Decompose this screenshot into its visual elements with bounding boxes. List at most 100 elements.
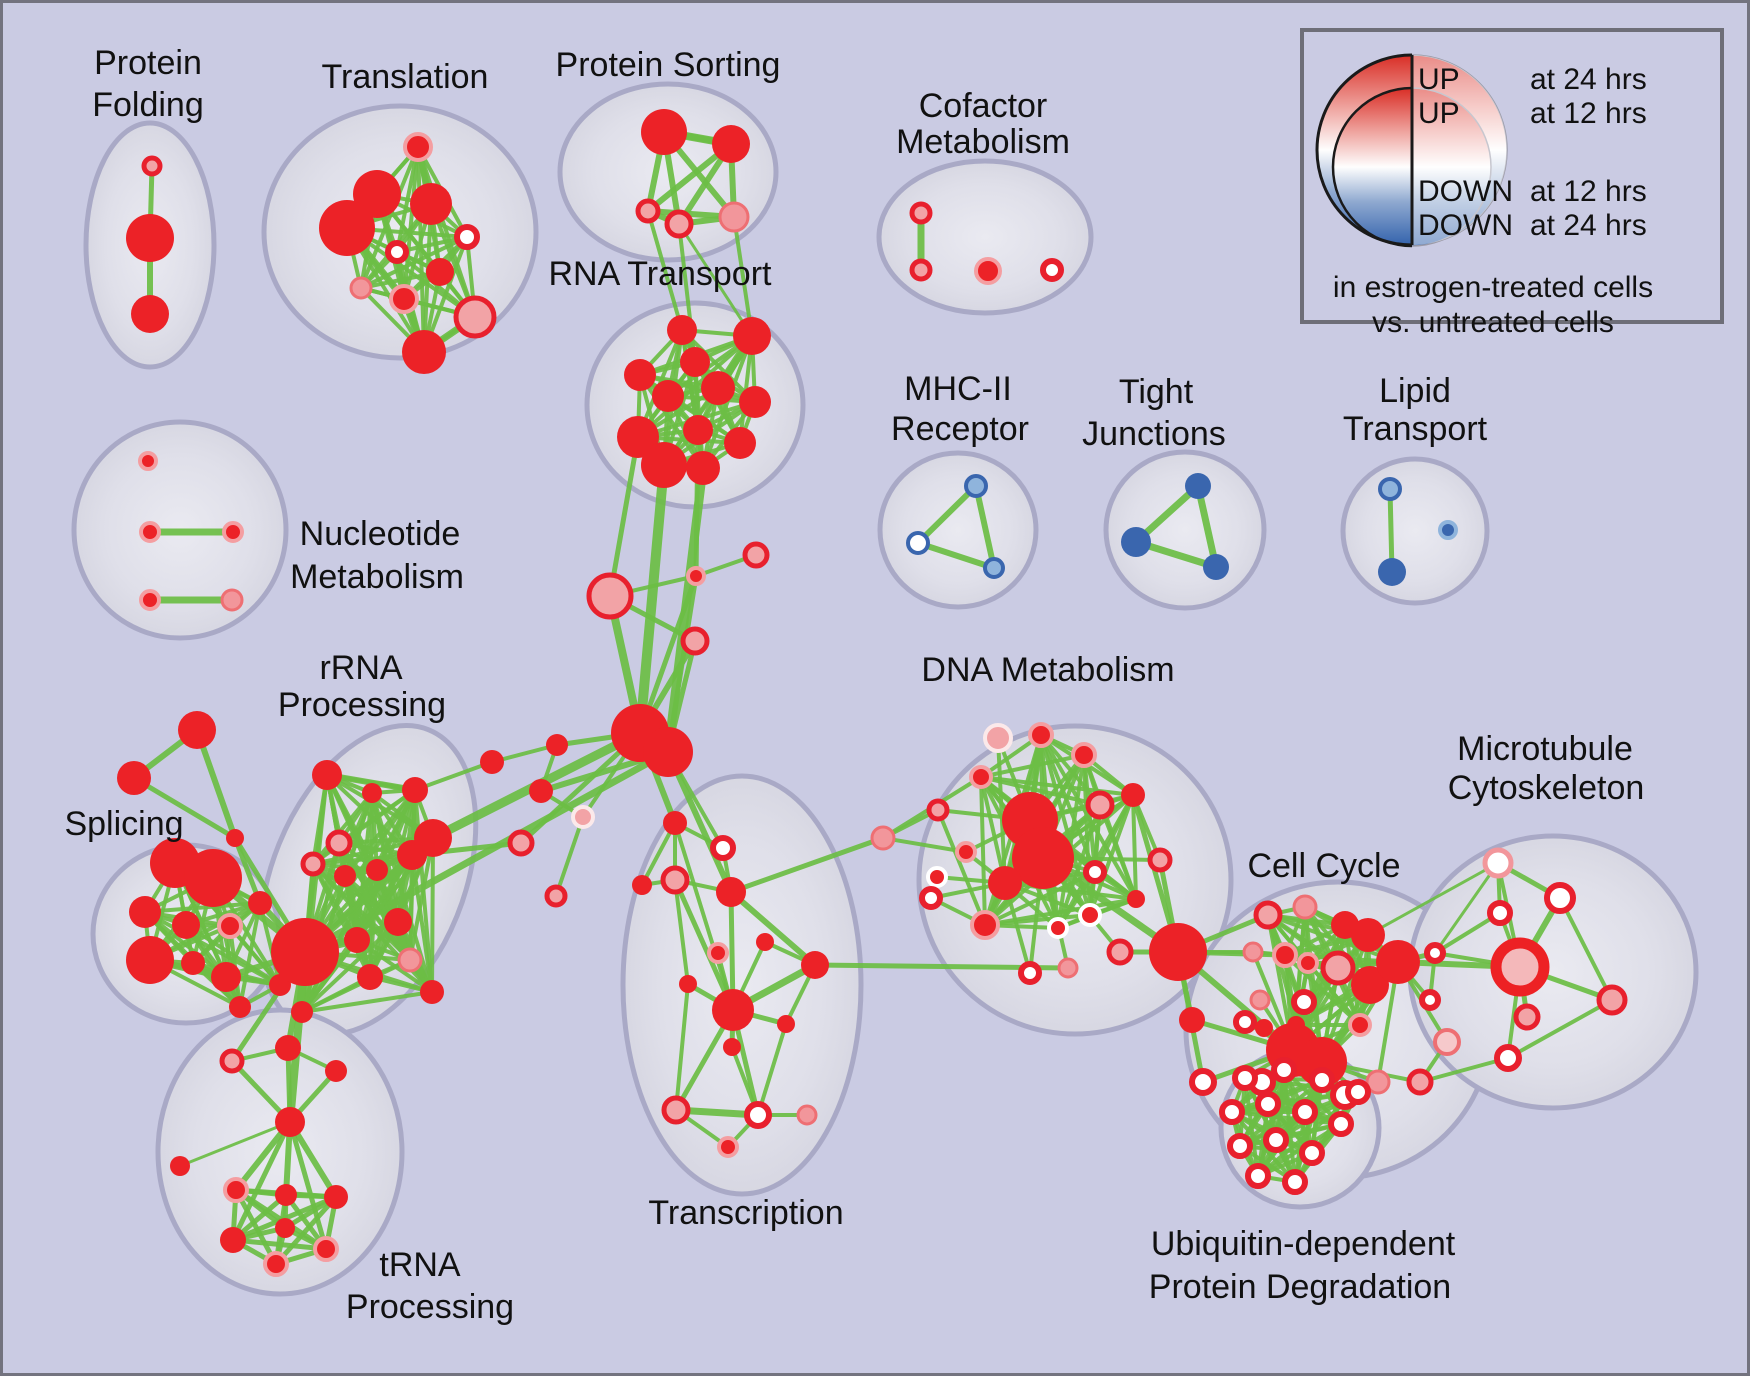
legend-row-label: at 12 hrs bbox=[1530, 97, 1647, 130]
gene-node bbox=[1351, 918, 1385, 952]
gene-node bbox=[1272, 942, 1298, 968]
gene-node bbox=[661, 1095, 691, 1125]
edge bbox=[233, 1187, 279, 1267]
edge bbox=[996, 736, 1007, 885]
gene-node bbox=[707, 942, 729, 964]
gene-node bbox=[126, 214, 174, 262]
gene-node bbox=[263, 1251, 289, 1277]
edge bbox=[300, 920, 400, 1014]
edge bbox=[756, 1022, 788, 1117]
cluster-label-dna-metabolism: DNA Metabolism bbox=[921, 651, 1174, 689]
cluster-labels: Protein Folding Translation Protein Sorting… bbox=[64, 44, 1644, 1326]
gene-node bbox=[275, 1184, 297, 1206]
gene-node bbox=[139, 521, 161, 543]
gene-node bbox=[1253, 900, 1283, 930]
gene-node bbox=[919, 886, 943, 910]
gene-node bbox=[397, 947, 423, 973]
gene-node bbox=[223, 1177, 249, 1203]
edge bbox=[300, 958, 412, 1014]
cluster-label-microtubule-cytoskeleton: Cytoskeleton bbox=[1448, 769, 1645, 807]
edge bbox=[194, 727, 238, 841]
gene-node bbox=[414, 819, 452, 857]
gene-node bbox=[723, 1038, 741, 1056]
gene-node bbox=[1292, 894, 1318, 920]
gene-node bbox=[1057, 957, 1079, 979]
gene-node bbox=[717, 1136, 739, 1158]
edge bbox=[936, 808, 987, 927]
gene-node bbox=[211, 962, 241, 992]
gene-node bbox=[1085, 790, 1115, 820]
gene-node bbox=[739, 386, 771, 418]
gene-node bbox=[1083, 860, 1107, 884]
edge bbox=[674, 982, 690, 1112]
gene-node bbox=[1282, 1169, 1308, 1195]
edge bbox=[635, 460, 669, 738]
edge bbox=[1558, 896, 1614, 1002]
gene-node bbox=[362, 783, 382, 803]
edge bbox=[665, 749, 734, 895]
gene-node bbox=[271, 918, 339, 986]
gene-node bbox=[617, 416, 659, 458]
gene-node bbox=[402, 330, 446, 374]
gene-node bbox=[712, 125, 750, 163]
gene-node bbox=[1121, 783, 1145, 807]
gene-node bbox=[324, 1185, 348, 1209]
gene-node bbox=[300, 851, 326, 877]
gene-node bbox=[744, 1101, 772, 1129]
cluster-lipid-transport bbox=[1340, 456, 1490, 606]
gene-node bbox=[1544, 882, 1576, 914]
gene-node bbox=[1255, 1091, 1281, 1117]
gene-node bbox=[701, 371, 735, 405]
gene-node bbox=[624, 359, 656, 391]
cluster-label-transcription: Transcription bbox=[648, 1194, 843, 1232]
cluster-label-protein-folding: Protein bbox=[94, 44, 202, 82]
edge bbox=[311, 791, 374, 866]
gene-node bbox=[724, 427, 756, 459]
gene-node bbox=[680, 626, 710, 656]
gene-node bbox=[126, 936, 174, 984]
gene-node bbox=[664, 209, 694, 239]
gene-node bbox=[1071, 742, 1097, 768]
gene-node bbox=[1291, 989, 1317, 1015]
gene-node bbox=[983, 557, 1005, 579]
legend-row-label: DOWN bbox=[1418, 209, 1513, 242]
gene-node bbox=[1127, 890, 1145, 908]
gene-node bbox=[480, 750, 504, 774]
edge bbox=[430, 836, 435, 994]
gene-nodes bbox=[117, 109, 1628, 1277]
gene-node bbox=[1012, 827, 1074, 889]
edge bbox=[408, 853, 414, 962]
gene-node bbox=[777, 1015, 795, 1033]
gene-node bbox=[1406, 1068, 1434, 1096]
gene-node bbox=[710, 835, 736, 861]
gene-node bbox=[1219, 1099, 1245, 1125]
edge bbox=[1433, 861, 1500, 955]
gene-node bbox=[313, 1236, 339, 1262]
gene-node bbox=[1292, 1099, 1318, 1125]
cluster-label-rrna-processing: Processing bbox=[278, 686, 446, 724]
cluster-mhc-ii-receptor bbox=[877, 450, 1039, 610]
gene-node bbox=[970, 910, 1000, 940]
gene-node bbox=[1245, 1163, 1271, 1189]
gene-node bbox=[641, 442, 687, 488]
cluster-label-ubiquitin-degradation: Protein Degradation bbox=[1149, 1268, 1451, 1306]
cluster-microtubule-cytoskeleton bbox=[1407, 833, 1699, 1111]
cluster-label-nucleotide-metabolism: Nucleotide bbox=[300, 515, 461, 553]
edge bbox=[1506, 998, 1614, 1060]
cluster-label-protein-sorting: Protein Sorting bbox=[556, 46, 781, 84]
legend-fade-overlay bbox=[1412, 55, 1507, 245]
edge bbox=[646, 209, 684, 332]
gene-node bbox=[1365, 1069, 1391, 1095]
gene-node bbox=[454, 224, 480, 250]
edge bbox=[554, 815, 585, 898]
cluster-label-tight-junctions: Junctions bbox=[1082, 415, 1226, 453]
gene-node bbox=[357, 964, 383, 990]
gene-node bbox=[426, 258, 454, 286]
gene-node bbox=[453, 295, 497, 339]
gene-node bbox=[129, 896, 161, 928]
gene-node bbox=[686, 566, 706, 586]
edge bbox=[230, 1119, 293, 1243]
gene-node bbox=[679, 975, 697, 993]
legend-row-label: UP bbox=[1418, 63, 1460, 96]
